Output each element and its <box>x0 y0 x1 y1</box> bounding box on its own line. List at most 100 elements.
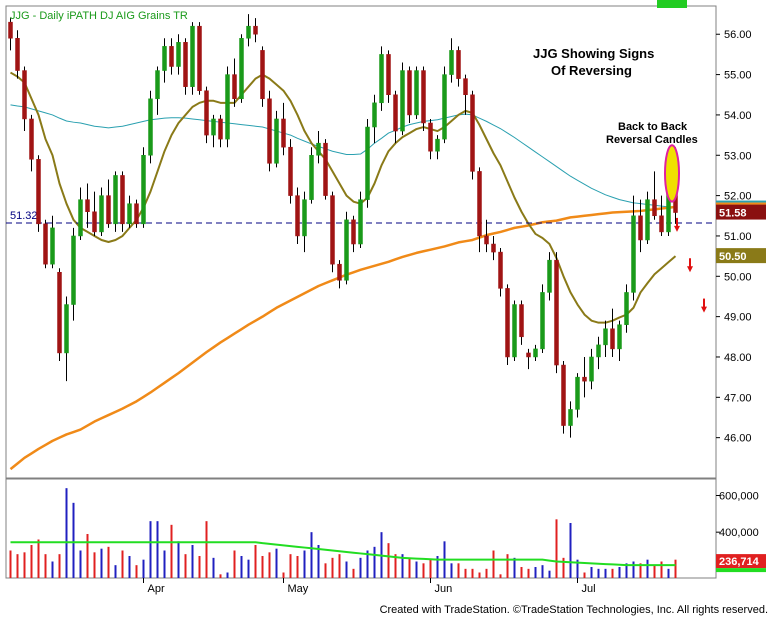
x-axis-labels: Apr May Jun Jul <box>143 578 596 595</box>
volume-bars <box>9 488 677 578</box>
price-tick-label: 51.00 <box>724 231 752 243</box>
x-tick-label: Apr <box>148 583 165 595</box>
candle-body <box>428 122 433 152</box>
candlesticks <box>8 14 678 438</box>
candle-body <box>99 195 104 233</box>
price-tick-label: 54.00 <box>724 110 752 122</box>
candle-body <box>330 195 335 265</box>
chart-title: JJG - Daily iPATH DJ AIG Grains TR <box>10 10 188 22</box>
volume-tick-label: 400,000 <box>719 527 759 539</box>
x-tick-label: Jul <box>582 583 596 595</box>
candle-body <box>484 235 489 245</box>
candle-body <box>596 344 601 358</box>
price-tick-label: 55.00 <box>724 70 752 82</box>
volume-last-tag-label: 236,714 <box>719 556 760 568</box>
candle-body <box>43 223 48 265</box>
arrows <box>674 217 707 313</box>
candle-body <box>197 25 202 91</box>
candle-body <box>442 74 447 140</box>
candle-body <box>631 215 636 293</box>
candle-body <box>477 171 482 237</box>
candle-body <box>50 227 55 265</box>
candle-body <box>155 70 160 100</box>
candle-body <box>71 235 76 305</box>
candle-body <box>617 324 622 350</box>
candle-body <box>211 118 216 136</box>
candle-body <box>589 356 594 382</box>
candle-body <box>393 94 398 132</box>
candle-body <box>526 352 531 358</box>
candle-body <box>449 50 454 75</box>
ma-tag-stripe <box>716 202 766 205</box>
volume-avg-tag-stripe <box>716 568 766 573</box>
price-tick-label: 53.00 <box>724 150 752 162</box>
candle-body <box>540 292 545 350</box>
last-value-tags: 51.58 50.50 <box>716 200 766 264</box>
candle-body <box>624 292 629 325</box>
candle-body <box>162 46 167 71</box>
candle-body <box>57 272 62 354</box>
candle-body <box>148 98 153 156</box>
status-box <box>657 0 687 8</box>
candle-body <box>323 142 328 196</box>
candle-body <box>127 203 132 225</box>
candle-body <box>253 25 258 35</box>
candle-body <box>15 38 20 71</box>
footer-credit: Created with TradeStation. ©TradeStation… <box>379 604 768 616</box>
candle-body <box>435 138 440 152</box>
candle-body <box>232 74 237 100</box>
price-tick-label: 48.00 <box>724 352 752 364</box>
candle-body <box>456 50 461 79</box>
headline-line-2: Of Reversing <box>551 63 632 78</box>
candle-body <box>358 199 363 245</box>
candle-body <box>582 376 587 382</box>
candle-body <box>638 215 643 241</box>
last-value-tag-label: 51.58 <box>719 208 747 220</box>
candle-body <box>463 78 468 96</box>
candle-body <box>295 195 300 237</box>
reversal-line-1: Back to Back <box>618 121 688 133</box>
footer: Created with TradeStation. ©TradeStation… <box>0 602 771 619</box>
ma-mid-line <box>10 104 676 209</box>
candle-body <box>218 118 223 140</box>
candle-body <box>190 25 195 87</box>
candle-body <box>225 74 230 140</box>
price-tick-label: 46.00 <box>724 433 752 445</box>
candle-body <box>337 263 342 281</box>
candle-body <box>134 203 139 225</box>
candle-body <box>498 251 503 289</box>
ma-fast-line <box>10 71 677 324</box>
last-value-tag-bg <box>716 204 766 220</box>
candle-body <box>281 118 286 148</box>
candle-body <box>400 70 405 132</box>
down-arrow-head <box>701 306 707 313</box>
candle-body <box>652 199 657 217</box>
candle-body <box>274 118 279 164</box>
x-tick-label: Jun <box>435 583 453 595</box>
last-value-tag-bg <box>716 248 766 264</box>
candle-body <box>512 304 517 358</box>
last-value-tag-label: 50.50 <box>719 251 747 263</box>
candle-body <box>92 211 97 233</box>
price-tick-label: 56.00 <box>724 29 752 41</box>
down-arrow-head <box>687 266 693 273</box>
candle-body <box>659 215 664 233</box>
candle-body <box>106 195 111 225</box>
candle-body <box>505 288 510 358</box>
candle-body <box>169 46 174 67</box>
candle-body <box>575 376 580 410</box>
moving-averages <box>9 71 677 471</box>
candle-body <box>239 38 244 100</box>
candle-body <box>260 50 265 100</box>
candle-body <box>302 199 307 237</box>
candle-body <box>407 70 412 116</box>
candle-body <box>120 175 125 225</box>
price-tick-label: 47.00 <box>724 392 752 404</box>
candle-body <box>309 155 314 200</box>
candle-body <box>288 146 293 196</box>
price-tick-label: 52.00 <box>724 191 752 203</box>
candle-body <box>610 328 615 350</box>
x-tick-label: May <box>288 583 309 595</box>
candle-body <box>176 42 181 67</box>
